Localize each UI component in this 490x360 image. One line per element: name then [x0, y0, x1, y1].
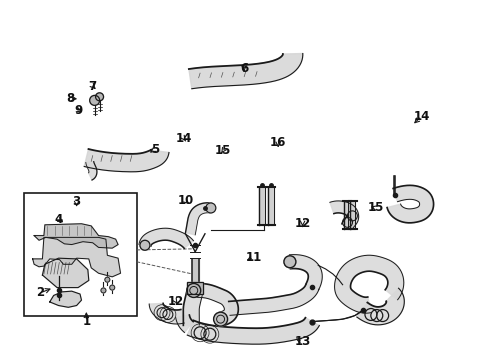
Polygon shape [343, 201, 348, 229]
Text: 13: 13 [294, 335, 311, 348]
Polygon shape [290, 255, 322, 290]
Text: 10: 10 [177, 194, 194, 207]
Text: 12: 12 [294, 217, 311, 230]
Polygon shape [33, 237, 121, 277]
Polygon shape [189, 54, 303, 89]
Text: 9: 9 [74, 104, 82, 117]
Circle shape [284, 256, 296, 268]
Bar [187, 282, 203, 293]
Polygon shape [259, 187, 265, 225]
Polygon shape [84, 149, 169, 172]
Text: 15: 15 [368, 202, 384, 215]
Circle shape [90, 95, 99, 105]
Polygon shape [183, 289, 203, 325]
Text: 6: 6 [240, 62, 248, 75]
Polygon shape [330, 201, 359, 228]
Text: 4: 4 [54, 213, 63, 226]
Circle shape [206, 203, 216, 213]
Circle shape [105, 277, 110, 282]
Text: 11: 11 [245, 251, 262, 264]
Polygon shape [175, 315, 193, 333]
Text: 16: 16 [270, 136, 286, 149]
Text: 14: 14 [176, 132, 192, 145]
Text: 5: 5 [150, 143, 159, 156]
Polygon shape [269, 187, 274, 225]
Polygon shape [34, 224, 118, 248]
Polygon shape [187, 318, 319, 344]
Polygon shape [186, 203, 212, 235]
Polygon shape [149, 303, 184, 324]
Polygon shape [43, 258, 89, 288]
Text: 8: 8 [67, 92, 75, 105]
Circle shape [101, 288, 106, 293]
Polygon shape [387, 185, 434, 223]
Polygon shape [335, 255, 404, 313]
Bar [24, 193, 137, 316]
Text: 1: 1 [82, 315, 91, 328]
Circle shape [140, 240, 150, 250]
Polygon shape [194, 283, 238, 326]
Circle shape [214, 312, 227, 326]
Polygon shape [350, 201, 355, 229]
Bar [187, 282, 203, 293]
Text: 15: 15 [215, 144, 231, 157]
Polygon shape [86, 162, 97, 180]
Polygon shape [50, 291, 81, 307]
Circle shape [187, 283, 201, 297]
Polygon shape [139, 228, 194, 248]
Polygon shape [357, 288, 404, 325]
Polygon shape [229, 285, 319, 315]
Text: 12: 12 [168, 295, 184, 308]
Circle shape [110, 285, 115, 290]
Polygon shape [192, 259, 198, 286]
Text: 3: 3 [73, 195, 81, 208]
Text: 2: 2 [36, 287, 44, 300]
Text: 7: 7 [89, 80, 97, 93]
Circle shape [96, 93, 103, 101]
Text: 14: 14 [414, 110, 430, 123]
